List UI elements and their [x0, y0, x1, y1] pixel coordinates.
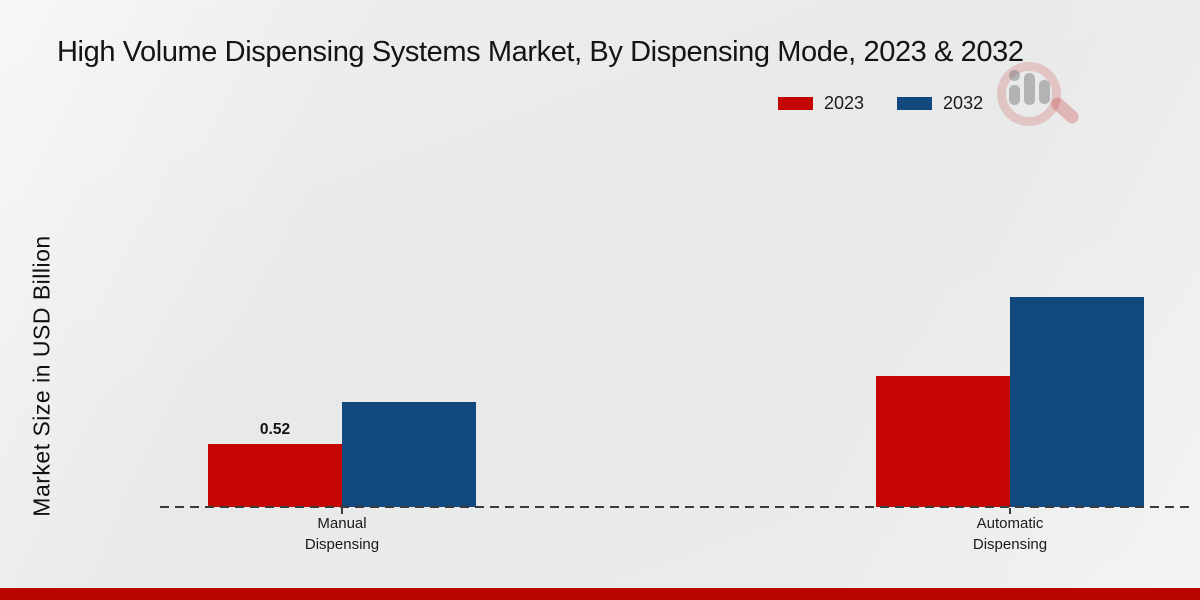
- legend-item-2023: 2023: [778, 93, 864, 114]
- x-axis-baseline: [160, 506, 1190, 508]
- bar-2023-manual-dispensing: [208, 444, 342, 507]
- watermark-bar-icon: [1039, 80, 1050, 104]
- watermark-person-head-icon: [1009, 70, 1020, 81]
- bar-2023-automatic-dispensing: [876, 376, 1010, 507]
- legend-swatch-2032: [897, 97, 933, 110]
- legend-label-2032: 2032: [943, 93, 984, 113]
- chart-title: High Volume Dispensing Systems Market, B…: [57, 36, 1024, 68]
- x-axis-tick-manual-dispensing: [341, 508, 343, 514]
- watermark-bar-icon: [1009, 85, 1020, 105]
- watermark-bar-icon: [1024, 73, 1035, 105]
- x-axis-label-automatic-dispensing: Automatic Dispensing: [972, 515, 1048, 553]
- footer-accent-strip: [0, 588, 1200, 600]
- bar-2032-automatic-dispensing: [1010, 297, 1144, 507]
- legend-item-2032: 2032: [897, 93, 983, 114]
- x-axis-tick-automatic-dispensing: [1009, 508, 1011, 514]
- legend-swatch-2023: [778, 97, 813, 110]
- value-label-2023-manual-dispensing: 0.52: [259, 421, 291, 438]
- magnifier-ring-icon: [997, 62, 1061, 126]
- bar-2032-manual-dispensing: [342, 402, 476, 507]
- legend-label-2023: 2023: [824, 93, 865, 113]
- y-axis-label: Market Size in USD Billion: [28, 235, 55, 517]
- x-axis-label-manual-dispensing: Manual Dispensing: [304, 515, 380, 553]
- legend: 2023 2032: [778, 93, 983, 114]
